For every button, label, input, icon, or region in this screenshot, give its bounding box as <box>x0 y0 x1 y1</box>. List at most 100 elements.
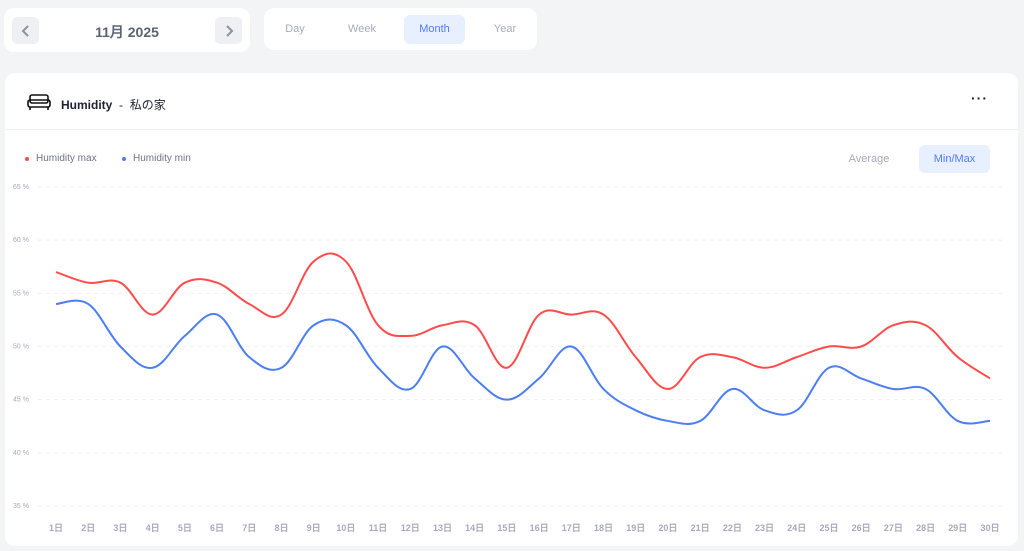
data-point-max[interactable] <box>823 341 835 353</box>
data-point-max[interactable] <box>404 330 416 342</box>
data-point-min[interactable] <box>114 341 126 353</box>
data-point-max[interactable] <box>984 372 996 384</box>
mode-minmax-button[interactable]: Min/Max <box>919 145 990 173</box>
data-point-min[interactable] <box>726 383 738 395</box>
data-point-min[interactable] <box>469 372 481 384</box>
data-point-max[interactable] <box>791 351 803 363</box>
data-point-min[interactable] <box>565 341 577 353</box>
data-point-max[interactable] <box>179 277 191 289</box>
mode-average-button[interactable]: Average <box>848 153 890 165</box>
series-line-min <box>55 299 991 425</box>
x-tick-label: 17日 <box>562 523 581 533</box>
more-options-button[interactable]: ··· <box>971 90 988 106</box>
data-point-min[interactable] <box>984 415 996 427</box>
data-point-max[interactable] <box>662 383 674 395</box>
series-line-max <box>55 252 991 391</box>
data-point-max[interactable] <box>308 255 320 267</box>
x-tick-label: 23日 <box>755 523 774 533</box>
x-tick-label: 20日 <box>658 523 677 533</box>
x-tick-label: 28日 <box>916 523 935 533</box>
data-point-max[interactable] <box>887 319 899 331</box>
data-point-min[interactable] <box>662 415 674 427</box>
data-point-min[interactable] <box>340 319 352 331</box>
data-point-min[interactable] <box>404 383 416 395</box>
data-point-min[interactable] <box>887 383 899 395</box>
data-point-max[interactable] <box>630 351 642 363</box>
legend-label-max: Humidity max <box>36 153 97 164</box>
data-point-min[interactable] <box>308 319 320 331</box>
prev-month-button[interactable] <box>12 17 39 44</box>
data-point-max[interactable] <box>147 309 159 321</box>
data-point-min[interactable] <box>920 383 932 395</box>
data-point-min[interactable] <box>630 404 642 416</box>
x-tick-label: 4日 <box>146 523 160 533</box>
data-point-max[interactable] <box>533 309 545 321</box>
data-point-min[interactable] <box>501 394 513 406</box>
x-tick-label: 11日 <box>369 523 388 533</box>
data-point-max[interactable] <box>340 255 352 267</box>
x-tick-label: 27日 <box>884 523 903 533</box>
legend-dot-max <box>25 156 29 161</box>
data-point-min[interactable] <box>179 330 191 342</box>
x-tick-label: 21日 <box>691 523 710 533</box>
data-point-min[interactable] <box>533 372 545 384</box>
x-tick-label: 8日 <box>274 523 288 533</box>
data-point-min[interactable] <box>598 383 610 395</box>
data-point-min[interactable] <box>50 298 62 310</box>
tab-day[interactable]: Day <box>285 23 305 35</box>
y-tick-label: 60 % <box>13 237 29 244</box>
card-title: Humidity - 私の家 <box>61 96 166 113</box>
data-point-max[interactable] <box>243 298 255 310</box>
y-tick-label: 55 % <box>13 290 29 297</box>
x-tick-label: 25日 <box>819 523 838 533</box>
data-point-max[interactable] <box>50 266 62 278</box>
data-point-max[interactable] <box>372 319 384 331</box>
x-tick-label: 13日 <box>433 523 452 533</box>
tab-month[interactable]: Month <box>404 15 465 44</box>
data-point-max[interactable] <box>114 277 126 289</box>
x-tick-label: 12日 <box>401 523 420 533</box>
data-point-min[interactable] <box>791 404 803 416</box>
data-point-max[interactable] <box>469 319 481 331</box>
sofa-icon <box>27 94 51 110</box>
next-month-button[interactable] <box>215 17 242 44</box>
data-point-min[interactable] <box>694 415 706 427</box>
tab-week[interactable]: Week <box>348 23 376 35</box>
data-point-min[interactable] <box>759 404 771 416</box>
data-point-min[interactable] <box>211 309 223 321</box>
data-point-max[interactable] <box>565 309 577 321</box>
tab-year[interactable]: Year <box>493 23 517 35</box>
data-point-max[interactable] <box>726 351 738 363</box>
legend-item-max[interactable]: Humidity max <box>25 153 97 164</box>
x-tick-label: 6日 <box>210 523 224 533</box>
data-point-min[interactable] <box>275 362 287 374</box>
data-point-max[interactable] <box>598 309 610 321</box>
x-tick-label: 1日 <box>49 523 63 533</box>
legend-item-min[interactable]: Humidity min <box>122 153 191 164</box>
current-month-label: 11月 2025 <box>95 24 159 40</box>
data-point-min[interactable] <box>855 372 867 384</box>
data-point-max[interactable] <box>694 351 706 363</box>
x-tick-label: 18日 <box>594 523 613 533</box>
data-point-min[interactable] <box>243 351 255 363</box>
data-point-max[interactable] <box>759 362 771 374</box>
data-point-min[interactable] <box>147 362 159 374</box>
data-point-min[interactable] <box>436 341 448 353</box>
data-point-min[interactable] <box>952 415 964 427</box>
x-tick-label: 14日 <box>465 523 484 533</box>
metric-name: Humidity <box>61 98 113 112</box>
data-point-min[interactable] <box>372 362 384 374</box>
data-point-max[interactable] <box>436 319 448 331</box>
legend-label-min: Humidity min <box>133 153 191 164</box>
data-point-max[interactable] <box>275 309 287 321</box>
x-tick-label: 2日 <box>81 523 95 533</box>
data-point-max[interactable] <box>855 341 867 353</box>
data-point-max[interactable] <box>952 351 964 363</box>
data-point-min[interactable] <box>823 362 835 374</box>
data-point-max[interactable] <box>82 277 94 289</box>
data-point-min[interactable] <box>82 298 94 310</box>
data-point-max[interactable] <box>211 277 223 289</box>
data-point-max[interactable] <box>920 319 932 331</box>
data-point-max[interactable] <box>501 362 513 374</box>
